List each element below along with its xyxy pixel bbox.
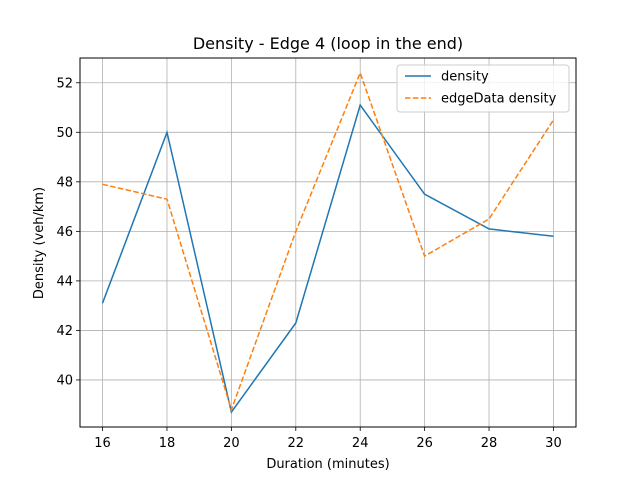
legend-label: edgeData density [441, 92, 557, 107]
series-line-edgedata-density [102, 70, 555, 413]
y-tick-label: 50 [56, 126, 73, 141]
legend: density edgeData density [396, 64, 570, 113]
x-tick-label: 22 [288, 436, 305, 451]
x-tick-label: 20 [223, 436, 240, 451]
x-tick-label: 24 [352, 436, 369, 451]
chart-title: Density - Edge 4 (loop in the end) [193, 34, 463, 53]
series-line-density [101, 103, 554, 414]
y-axis-ticks: 40 42 44 46 48 50 52 [56, 76, 80, 388]
x-axis-ticks: 16 18 20 22 24 26 28 30 [94, 427, 562, 451]
y-tick-label: 44 [56, 274, 73, 289]
y-tick-label: 46 [56, 225, 73, 240]
series-lines [101, 70, 555, 414]
y-tick-label: 48 [56, 175, 73, 190]
x-tick-label: 26 [416, 436, 433, 451]
x-tick-label: 28 [481, 436, 498, 451]
legend-label: density [441, 70, 489, 85]
legend-box [396, 64, 570, 113]
plot-frame [79, 57, 577, 428]
x-tick-label: 16 [94, 436, 111, 451]
y-tick-label: 40 [56, 373, 73, 388]
x-tick-label: 18 [159, 436, 176, 451]
y-axis-label: Density (veh/km) [32, 187, 47, 299]
x-tick-label: 30 [545, 436, 562, 451]
x-axis-label: Duration (minutes) [266, 457, 389, 472]
y-tick-label: 52 [56, 76, 73, 91]
grid-lines [80, 58, 576, 427]
y-tick-label: 42 [56, 324, 73, 339]
